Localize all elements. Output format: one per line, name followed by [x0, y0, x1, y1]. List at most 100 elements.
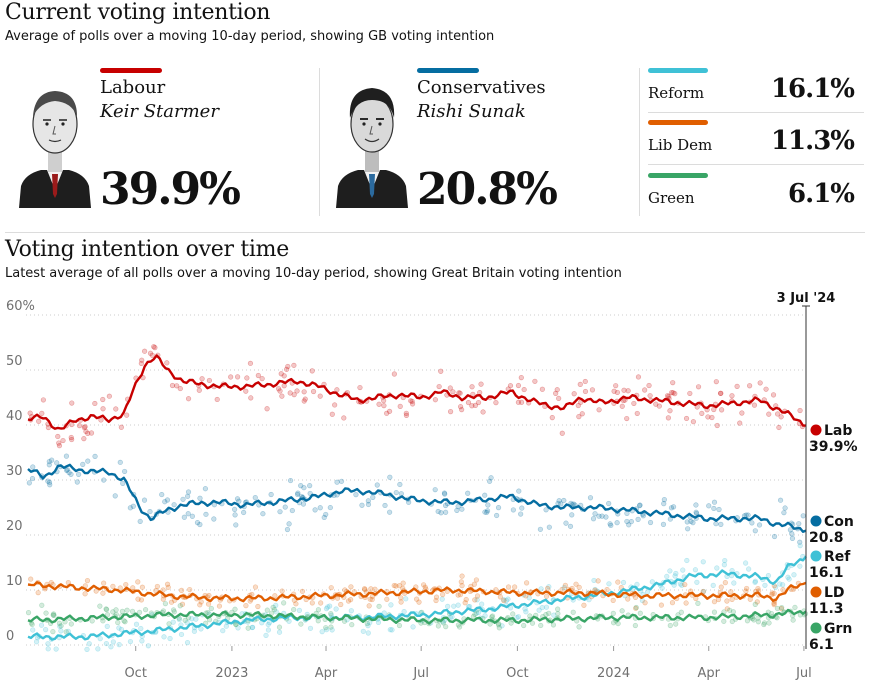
poll-dot: [752, 579, 758, 585]
poll-dot: [537, 526, 543, 532]
poll-dot: [233, 522, 239, 528]
reform-color-bar: [648, 68, 708, 73]
series-line-con: [27, 463, 807, 534]
poll-dot: [361, 586, 368, 592]
poll-dot: [472, 611, 478, 617]
poll-dot: [664, 393, 671, 399]
y-tick-label: 20: [6, 519, 23, 534]
poll-dot: [518, 511, 524, 517]
poll-dot: [196, 387, 202, 393]
poll-dot: [478, 381, 484, 387]
poll-dot: [487, 621, 493, 627]
poll-dot: [265, 621, 271, 628]
poll-dot: [762, 582, 768, 588]
page-title: Current voting intention: [5, 0, 271, 25]
poll-dot: [323, 627, 330, 633]
poll-dot: [374, 482, 380, 488]
poll-dot: [341, 618, 348, 624]
poll-dot: [510, 611, 516, 617]
poll-dot: [364, 620, 370, 627]
poll-dot: [435, 508, 441, 515]
poll-dot: [169, 382, 176, 389]
poll-dot: [447, 409, 454, 415]
poll-dot: [563, 520, 569, 526]
poll-dot: [621, 387, 627, 393]
poll-dot: [116, 642, 122, 648]
poll-dot: [647, 393, 653, 399]
poll-dot: [39, 602, 45, 608]
poll-dot: [25, 610, 32, 616]
poll-dot: [161, 634, 167, 640]
poll-dot: [294, 491, 301, 498]
poll-dot: [667, 408, 673, 414]
poll-dot: [693, 502, 699, 508]
poll-dot: [644, 589, 651, 595]
poll-dot: [780, 587, 786, 593]
poll-dot: [606, 581, 612, 587]
poll-dot: [474, 597, 480, 603]
poll-dot: [159, 491, 165, 498]
series-end-name: Con: [824, 514, 854, 530]
poll-dot: [232, 606, 238, 612]
poll-dot: [695, 600, 701, 606]
poll-dot: [592, 586, 598, 593]
poll-dot: [30, 464, 36, 470]
poll-dot: [284, 366, 290, 372]
poll-dot: [484, 508, 491, 514]
poll-dot: [147, 508, 153, 515]
minor-divider: [639, 68, 640, 216]
poll-dot: [387, 474, 393, 480]
poll-dot: [278, 371, 284, 377]
poll-dot: [755, 585, 761, 592]
poll-dot: [791, 572, 797, 578]
poll-dot: [776, 424, 782, 431]
poll-dot: [523, 609, 529, 615]
poll-dot: [393, 489, 399, 496]
poll-dot: [796, 521, 802, 527]
poll-dot: [370, 494, 376, 500]
poll-dot: [625, 388, 631, 394]
poll-dot: [106, 393, 112, 399]
poll-dot: [291, 597, 297, 603]
poll-dot: [103, 640, 109, 647]
poll-dot: [556, 498, 562, 504]
poll-dot: [693, 509, 699, 515]
poll-dot: [372, 586, 378, 592]
poll-dot: [403, 410, 409, 416]
poll-dot: [76, 423, 83, 429]
poll-dot: [659, 585, 665, 591]
poll-dot: [338, 478, 345, 484]
poll-dot: [595, 578, 601, 584]
poll-dot: [398, 595, 404, 601]
poll-dot: [667, 568, 673, 574]
poll-dot: [495, 505, 502, 511]
poll-dot: [381, 403, 387, 409]
series-line-grn: [27, 608, 807, 625]
poll-dot: [482, 509, 488, 515]
poll-dot: [281, 383, 287, 389]
poll-dot: [684, 557, 690, 564]
poll-dot: [401, 608, 407, 615]
poll-dot: [388, 602, 394, 608]
poll-dot: [177, 385, 183, 392]
poll-dot: [243, 603, 249, 609]
poll-dot: [317, 393, 323, 399]
x-tick-label: Jul: [795, 666, 812, 681]
poll-dot: [386, 408, 393, 414]
poll-dot: [711, 505, 717, 512]
poll-dot: [40, 397, 46, 403]
poll-dot: [315, 607, 322, 613]
poll-dot: [462, 600, 468, 606]
poll-dot: [38, 622, 45, 628]
minor-party-libdem: Lib Dem 11.3%: [648, 120, 864, 172]
poll-dot: [751, 402, 758, 408]
y-tick-label: 10: [6, 574, 23, 589]
poll-dot: [774, 605, 781, 612]
poll-dot: [450, 389, 456, 395]
minor-separator: [648, 164, 864, 165]
poll-dot: [199, 376, 205, 382]
poll-dot: [711, 406, 717, 413]
poll-dot: [628, 518, 634, 525]
poll-dot: [778, 605, 784, 612]
poll-dot: [441, 490, 448, 496]
